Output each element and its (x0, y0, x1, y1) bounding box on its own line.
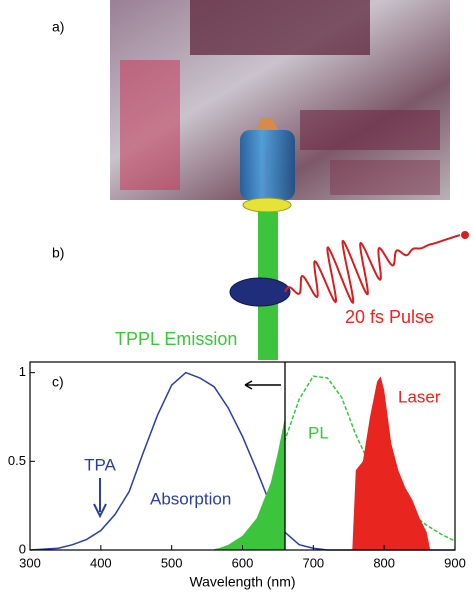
area (352, 376, 431, 550)
chart: c) Absorption PL Laser TPA 300 400 500 600 700 800… (8, 361, 466, 590)
x-tick-label: 400 (90, 555, 112, 570)
panel-label: a) (52, 19, 64, 35)
arrow (244, 380, 281, 390)
pulse (284, 234, 461, 305)
x-tick-label: 800 (373, 555, 395, 570)
x-tick-label: 700 (302, 555, 324, 570)
dichroic (229, 277, 291, 307)
pulse-source (461, 231, 469, 239)
x-tick-label: 600 (232, 555, 254, 570)
series-label: Laser (398, 387, 441, 406)
x-axis-label: Wavelength (nm) (189, 574, 295, 590)
y-tick-label: 0 (19, 541, 26, 556)
panel-label: b) (52, 245, 64, 261)
annotation-arrow (93, 478, 107, 519)
x-tick-label: 500 (161, 555, 183, 570)
annotation: TPA (84, 455, 116, 474)
x-tick-label: 900 (444, 555, 466, 570)
series-label: PL (308, 423, 329, 442)
emission-label: TPPL Emission (115, 329, 237, 349)
area (214, 417, 285, 550)
y-tick-label: 0.5 (8, 453, 26, 468)
photo (110, 0, 450, 200)
objective-lens (240, 118, 295, 215)
pulse-label: 20 fs Pulse (345, 307, 434, 327)
y-tick-label: 1 (19, 364, 26, 379)
panel-label: c) (52, 374, 64, 390)
series-label: Absorption (150, 489, 231, 508)
x-tick-label: 300 (19, 555, 41, 570)
